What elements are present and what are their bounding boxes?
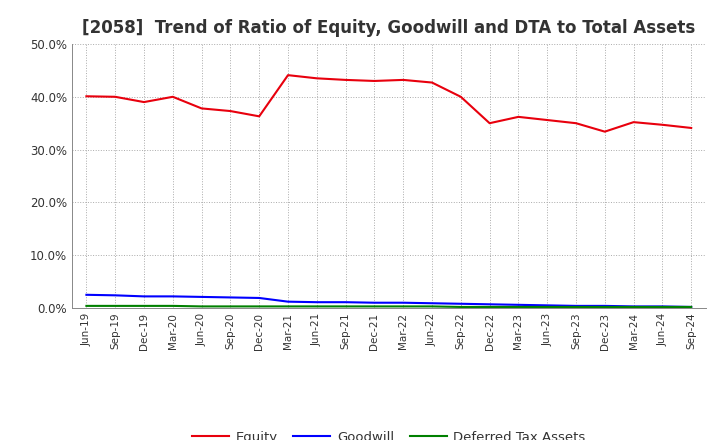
Goodwill [341,300,350,305]
Deferred Tax Assets [255,304,264,309]
Equity [572,121,580,126]
Equity [514,114,523,120]
Deferred Tax Assets [197,304,206,309]
Deferred Tax Assets [456,304,465,310]
Goodwill [168,294,177,299]
Deferred Tax Assets [399,304,408,309]
Equity [456,94,465,99]
Legend: Equity, Goodwill, Deferred Tax Assets: Equity, Goodwill, Deferred Tax Assets [186,425,591,440]
Goodwill [687,304,696,310]
Goodwill [428,301,436,306]
Deferred Tax Assets [658,304,667,310]
Goodwill [485,302,494,307]
Deferred Tax Assets [168,303,177,308]
Deferred Tax Assets [226,304,235,309]
Goodwill [456,301,465,306]
Goodwill [82,292,91,297]
Deferred Tax Assets [284,304,292,309]
Deferred Tax Assets [514,304,523,310]
Deferred Tax Assets [629,304,638,310]
Equity [255,114,264,119]
Goodwill [600,303,609,308]
Goodwill [370,300,379,305]
Deferred Tax Assets [687,304,696,310]
Goodwill [399,300,408,305]
Goodwill [543,303,552,308]
Goodwill [255,295,264,301]
Line: Equity: Equity [86,75,691,132]
Equity [629,120,638,125]
Equity [140,99,148,105]
Deferred Tax Assets [111,303,120,308]
Equity [485,121,494,126]
Deferred Tax Assets [572,304,580,310]
Equity [399,77,408,83]
Equity [370,78,379,84]
Deferred Tax Assets [600,304,609,310]
Line: Goodwill: Goodwill [86,295,691,307]
Goodwill [312,300,321,305]
Equity [168,94,177,99]
Equity [658,122,667,128]
Equity [543,117,552,123]
Equity [226,108,235,114]
Deferred Tax Assets [485,304,494,310]
Goodwill [658,304,667,309]
Equity [284,73,292,78]
Goodwill [197,294,206,300]
Goodwill [111,293,120,298]
Equity [111,94,120,99]
Deferred Tax Assets [82,303,91,308]
Title: [2058]  Trend of Ratio of Equity, Goodwill and DTA to Total Assets: [2058] Trend of Ratio of Equity, Goodwil… [82,19,696,37]
Goodwill [514,302,523,308]
Deferred Tax Assets [312,304,321,309]
Equity [428,80,436,85]
Equity [197,106,206,111]
Equity [82,94,91,99]
Goodwill [572,303,580,308]
Equity [312,76,321,81]
Goodwill [140,294,148,299]
Equity [600,129,609,134]
Equity [341,77,350,83]
Goodwill [284,299,292,304]
Deferred Tax Assets [341,304,350,309]
Equity [687,125,696,131]
Deferred Tax Assets [370,304,379,309]
Line: Deferred Tax Assets: Deferred Tax Assets [86,306,691,307]
Deferred Tax Assets [140,303,148,308]
Deferred Tax Assets [543,304,552,310]
Deferred Tax Assets [428,304,436,309]
Goodwill [629,304,638,309]
Goodwill [226,295,235,300]
